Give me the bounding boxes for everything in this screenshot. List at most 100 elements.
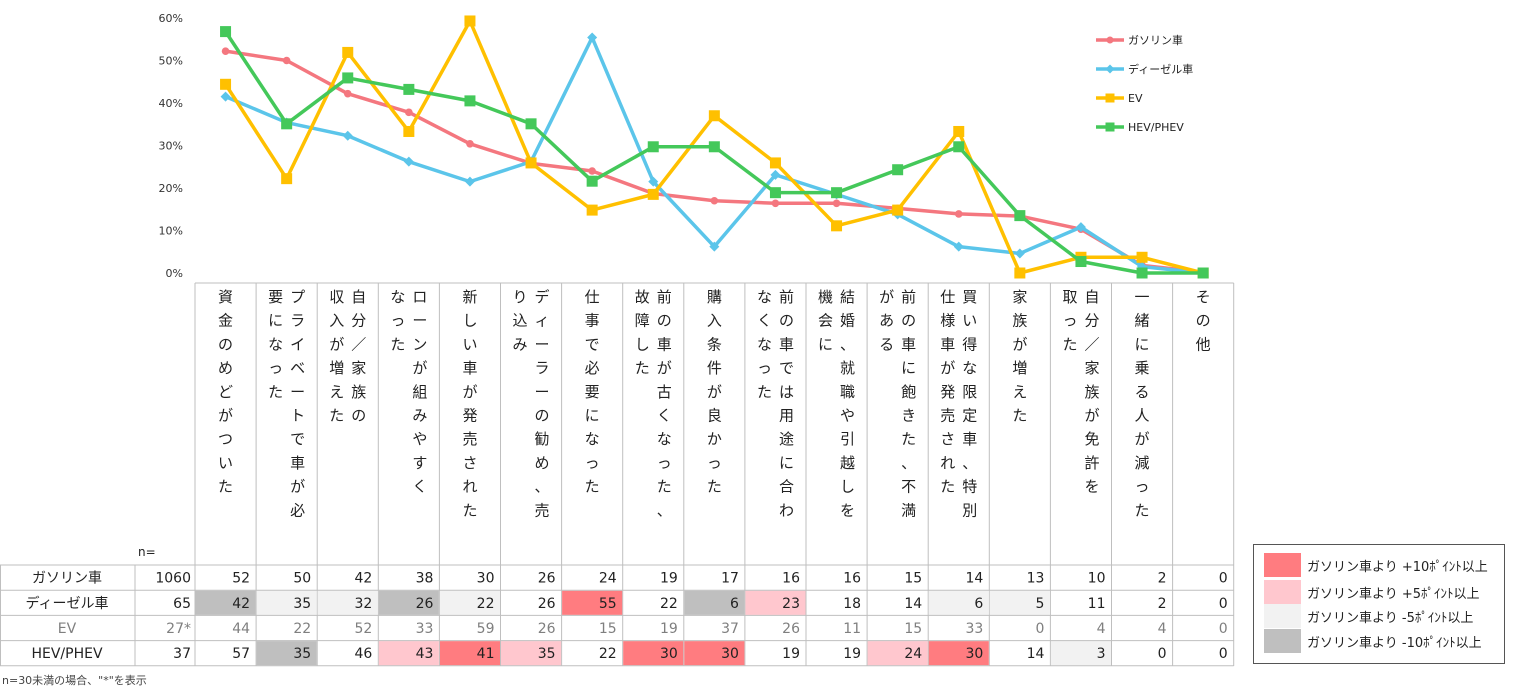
category-label-char: く	[412, 478, 427, 496]
category-label-char: の	[1196, 312, 1211, 330]
data-point	[708, 141, 720, 153]
category-label-char: っ	[268, 359, 283, 377]
data-point	[1136, 267, 1148, 279]
category-label-char: に	[585, 407, 600, 425]
category-label-char: 必	[585, 359, 600, 377]
row-n: 37	[173, 646, 191, 662]
data-point	[769, 187, 781, 199]
category-label-char: の	[351, 407, 366, 425]
category-label-char: ラ	[290, 312, 305, 330]
data-point	[220, 91, 231, 102]
data-point	[953, 141, 965, 153]
category-label-char: 取	[1062, 288, 1077, 306]
category-label-char: っ	[707, 454, 722, 472]
table-cell: 22	[660, 596, 678, 612]
data-point	[647, 188, 659, 200]
table-cell: 43	[416, 646, 434, 662]
category-label-char: 合	[779, 478, 794, 496]
key-label-minus10: ガソリン車より -10ﾎﾟｲﾝﾄ以上	[1307, 635, 1482, 651]
category-label-char: ー	[535, 383, 550, 401]
category-label-char: で	[290, 430, 305, 448]
data-point	[403, 83, 415, 95]
category-label-char: 事	[585, 312, 600, 330]
category-label-char: 、	[901, 454, 916, 472]
data-point	[831, 187, 843, 199]
legend-marker	[1105, 93, 1115, 103]
category-label-char: っ	[657, 454, 672, 472]
category-label-char: 車	[290, 454, 305, 472]
category-label-char: 不	[901, 478, 916, 496]
category-label-char: る	[1135, 383, 1150, 401]
category-label-char: 限	[962, 383, 977, 401]
category-label-char: 越	[840, 454, 855, 472]
key-label-minus5: ガソリン車より -5ﾎﾟｲﾝﾄ以上	[1307, 610, 1474, 626]
data-point	[892, 164, 904, 176]
table-cell: 13	[1027, 571, 1045, 587]
category-label-char: ロ	[412, 288, 427, 306]
category-label-char: 、	[535, 478, 550, 496]
category-label-char: な	[390, 288, 405, 306]
category-label-char: み	[412, 407, 427, 425]
table-cell: 52	[354, 621, 372, 637]
category-label-char: に	[818, 335, 833, 353]
category-label-char: な	[962, 359, 977, 377]
data-point	[1014, 248, 1025, 259]
category-label-char: 障	[635, 312, 650, 330]
table-cell: 26	[782, 621, 800, 637]
category-label-char: ン	[412, 335, 427, 353]
category-label-char: 売	[535, 501, 550, 519]
table-cell: 50	[293, 571, 311, 587]
category-label-char: る	[879, 335, 894, 353]
category-label-char: ト	[290, 407, 305, 425]
table-cell: 19	[660, 571, 678, 587]
category-label-char: 職	[840, 383, 855, 401]
row-n: 27*	[166, 621, 191, 637]
data-point	[831, 220, 843, 232]
table-cell: 30	[477, 571, 495, 587]
table-cell: 26	[538, 596, 556, 612]
category-label-char: が	[462, 383, 477, 401]
category-label-char: 引	[840, 430, 855, 448]
data-point	[892, 204, 904, 216]
category-label-char: 資	[218, 288, 233, 306]
category-label-char: 緒	[1135, 312, 1150, 330]
data-point	[954, 210, 963, 218]
shaded-cell	[928, 590, 989, 615]
table-cell: 19	[782, 646, 800, 662]
category-label-char: 結	[840, 288, 855, 306]
row-n: 65	[173, 596, 191, 612]
category-label-char: 車	[657, 335, 672, 353]
category-label-char: た	[757, 383, 772, 401]
n-label: n=	[138, 545, 156, 559]
category-label-char: た	[329, 407, 344, 425]
category-label-char: 得	[962, 335, 977, 353]
category-label-char: 自	[351, 288, 366, 306]
category-label-char: 買	[962, 288, 977, 306]
row-label: HEV/PHEV	[31, 646, 102, 662]
category-label-char: 売	[940, 407, 955, 425]
table-cell: 59	[477, 621, 495, 637]
category-label-char: や	[412, 430, 427, 448]
y-tick-label: 30%	[159, 140, 183, 153]
data-point	[405, 108, 413, 117]
category-label-char: 古	[657, 383, 672, 401]
category-label-char: っ	[757, 359, 772, 377]
data-point	[342, 130, 353, 141]
category-label-char: が	[329, 335, 344, 353]
legend-label: ガソリン車	[1128, 33, 1183, 47]
category-label-char: 、	[657, 501, 672, 519]
table-cell: 46	[354, 646, 372, 662]
table-cell: 6	[730, 596, 739, 612]
table-cell: 16	[782, 571, 800, 587]
table-cell: 22	[477, 596, 495, 612]
category-label-char: 前	[657, 288, 672, 306]
shaded-cell	[928, 641, 989, 666]
category-label-char: 良	[707, 407, 722, 425]
category-label-char: い	[218, 454, 233, 472]
category-label-char: っ	[585, 454, 600, 472]
category-label-char: っ	[390, 312, 405, 330]
legend-marker	[1106, 36, 1114, 44]
shaded-cell	[623, 641, 684, 666]
category-label-char: 金	[218, 312, 233, 330]
category-label-char: 件	[707, 359, 722, 377]
